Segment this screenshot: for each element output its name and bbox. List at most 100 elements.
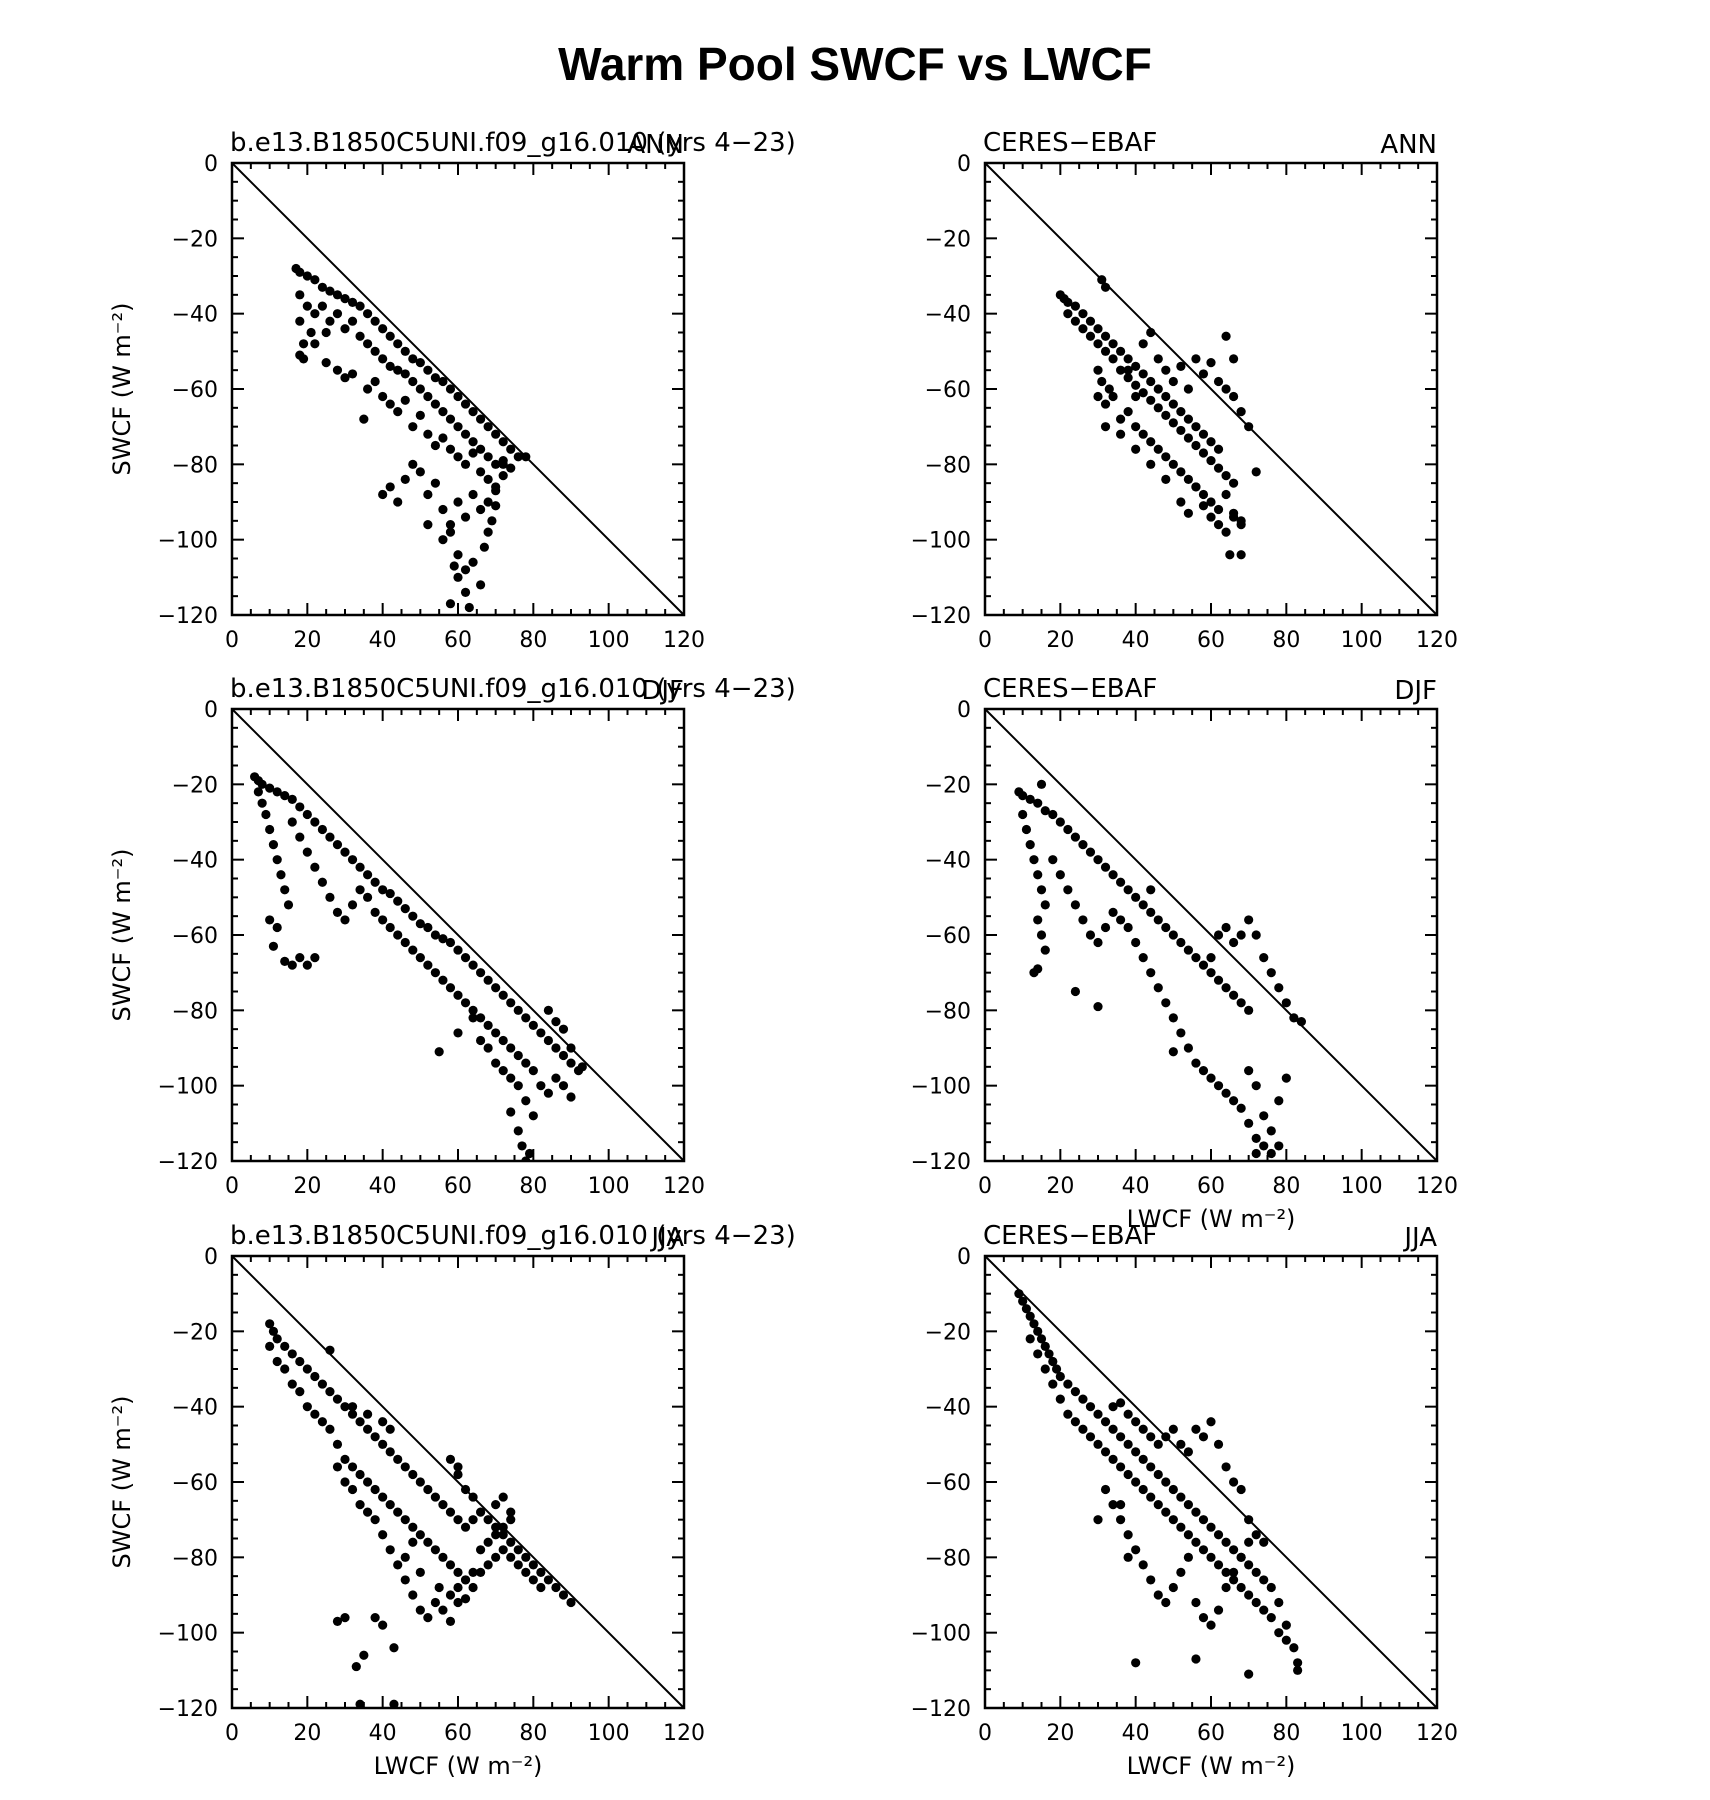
data-point: [460, 1484, 471, 1495]
data-point: [347, 900, 358, 910]
x-tick-label: 80: [1272, 1721, 1300, 1746]
data-point: [302, 1402, 312, 1412]
x-tick-label: 20: [1046, 1721, 1074, 1746]
data-point: [1229, 1575, 1239, 1585]
x-tick-label: 20: [293, 628, 321, 653]
data-point: [1048, 1356, 1058, 1367]
data-point: [261, 809, 271, 820]
data-point: [468, 960, 478, 970]
data-point: [400, 369, 410, 379]
data-point: [287, 817, 297, 827]
y-tick-label: −60: [172, 1471, 218, 1496]
y-tick-label: −60: [925, 1471, 971, 1496]
x-tick-label: 40: [369, 1721, 397, 1746]
data-point: [287, 1379, 297, 1389]
data-point: [445, 527, 456, 537]
data-point: [430, 440, 440, 451]
data-point: [1225, 550, 1235, 560]
ticks: [231, 1255, 685, 1709]
data-point: [1029, 1319, 1039, 1329]
y-tick-label: −100: [911, 1622, 971, 1647]
data-point: [1198, 448, 1209, 458]
data-point: [310, 309, 320, 319]
data-point: [1176, 361, 1186, 371]
data-point: [476, 968, 486, 978]
data-point: [1123, 354, 1133, 364]
y-tick-label: −20: [925, 1320, 971, 1345]
data-point: [1033, 1326, 1043, 1336]
data-point: [347, 316, 358, 326]
data-point: [491, 501, 501, 511]
data-point: [1100, 862, 1111, 872]
data-point: [310, 817, 320, 827]
data-point: [1274, 1597, 1284, 1608]
data-point: [1146, 885, 1156, 895]
data-point: [393, 339, 403, 349]
data-point: [460, 1522, 471, 1532]
data-point: [1266, 1126, 1276, 1136]
data-point: [528, 1111, 538, 1121]
data-point: [1198, 1066, 1209, 1076]
data-point: [1206, 512, 1216, 522]
data-point: [1168, 418, 1178, 428]
data-point: [1138, 1484, 1148, 1495]
data-point: [1153, 384, 1163, 394]
y-tick-label: −40: [172, 849, 218, 874]
data-point: [445, 414, 456, 424]
data-point: [385, 1447, 395, 1457]
data-point: [295, 1356, 305, 1367]
data-point: [453, 1567, 463, 1577]
data-point: [378, 885, 388, 895]
data-point: [1229, 937, 1239, 948]
data-point: [1168, 930, 1178, 940]
data-point: [491, 1028, 501, 1038]
data-point: [302, 809, 312, 820]
data-point: [1078, 915, 1088, 925]
x-axis-label: LWCF (W m⁻²): [1127, 1752, 1296, 1780]
data-point: [1229, 508, 1239, 518]
data-point: [491, 1522, 501, 1532]
data-point: [1266, 1148, 1276, 1159]
data-point: [577, 1062, 587, 1072]
data-point: [1198, 501, 1209, 511]
data-point: [1070, 900, 1080, 910]
reference-line: [984, 1255, 1438, 1709]
data-point: [325, 1387, 335, 1397]
data-point: [363, 892, 373, 902]
data-point: [1206, 497, 1216, 507]
data-point: [1221, 384, 1231, 394]
data-point: [385, 888, 395, 899]
data-point: [524, 1148, 535, 1159]
data-point: [347, 855, 358, 865]
data-point: [423, 1613, 433, 1623]
data-point: [1176, 407, 1186, 417]
data-point: [340, 1402, 350, 1412]
data-point: [476, 1507, 486, 1517]
data-point: [1040, 1364, 1050, 1374]
data-point: [445, 384, 456, 394]
data-point: [1161, 391, 1171, 402]
panel-left-label: b.e13.B1850C5UNI.f09_g16.010 (yrs 4−23): [230, 674, 796, 704]
x-tick-label: 60: [444, 1721, 472, 1746]
data-point: [1093, 324, 1103, 334]
data-point: [1123, 922, 1133, 933]
data-point: [378, 915, 388, 925]
data-point: [1116, 1432, 1126, 1442]
data-point: [298, 354, 309, 364]
data-point: [1236, 407, 1246, 417]
data-point: [355, 1469, 365, 1480]
data-point: [1161, 474, 1171, 484]
data-point: [272, 1334, 282, 1344]
data-point: [1266, 968, 1276, 978]
data-point: [317, 1379, 327, 1389]
data-point: [1138, 339, 1148, 349]
data-point: [506, 1073, 516, 1083]
data-point: [1025, 794, 1035, 805]
data-point: [272, 787, 282, 797]
data-point: [1138, 1454, 1148, 1464]
data-point: [430, 930, 440, 940]
data-point: [430, 399, 440, 409]
data-point: [1055, 1371, 1065, 1382]
data-point: [378, 1492, 388, 1502]
data-point: [1131, 1417, 1141, 1427]
